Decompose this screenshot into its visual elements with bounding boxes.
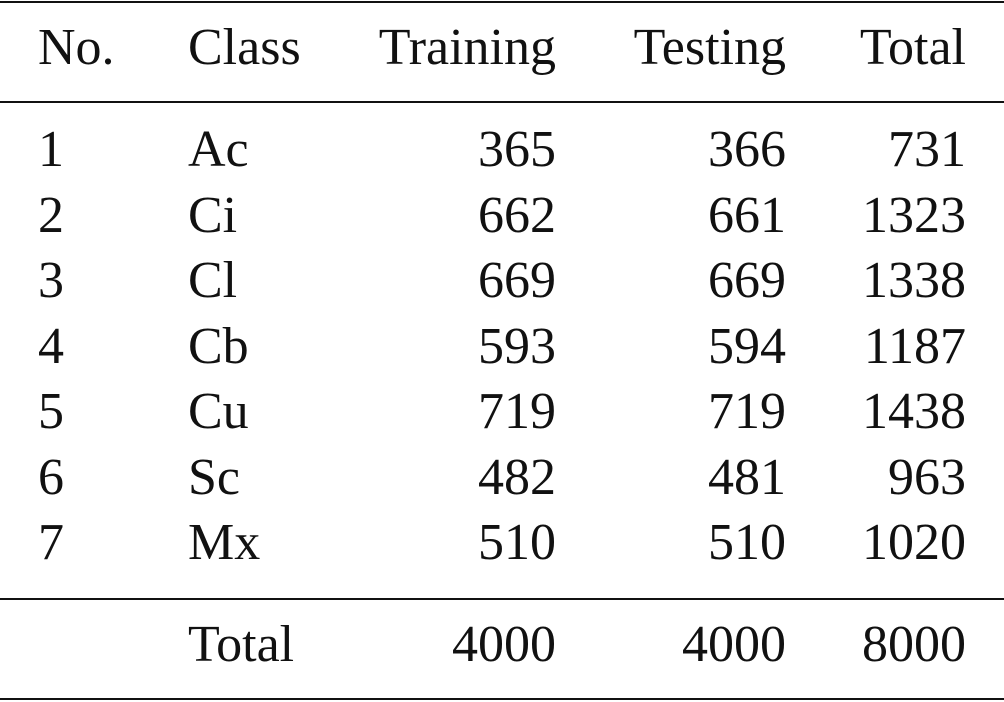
header-cell: Total [859, 19, 966, 76]
body-cell: Ci [188, 186, 238, 244]
footer-label: Total [188, 616, 295, 673]
body-cell: 963 [888, 448, 966, 506]
body-cell: 593 [478, 317, 556, 375]
header-cell: No. [38, 19, 115, 76]
body-cell: Mx [188, 514, 261, 571]
body-cell: 669 [708, 252, 786, 309]
body-cell: 594 [708, 317, 786, 375]
body-cell: 1187 [863, 317, 966, 375]
body-cell: Cb [188, 317, 249, 375]
header-cell: Training [378, 19, 556, 76]
body-cell: 365 [478, 121, 556, 178]
body-cell: 662 [478, 186, 556, 244]
body-cell: 481 [708, 448, 786, 506]
footer-cell: 8000 [862, 616, 966, 673]
body-cell: 661 [708, 186, 786, 244]
body-cell: 7 [38, 514, 64, 571]
body-cell: 5 [38, 383, 64, 440]
footer-rule [0, 598, 1004, 600]
body-cell: 1438 [862, 383, 966, 440]
body-cell: 482 [478, 448, 556, 506]
body-cell: 1338 [862, 252, 966, 309]
body-cell: Cu [188, 383, 249, 440]
body-cell: 366 [708, 121, 786, 178]
top-rule [0, 1, 1004, 3]
body-cell: 1 [38, 121, 64, 178]
body-cell: 719 [478, 383, 556, 440]
body-cell: 510 [478, 514, 556, 571]
body-cell: 719 [708, 383, 786, 440]
footer-cell: 4000 [452, 616, 556, 673]
body-cell: 1323 [862, 186, 966, 244]
body-cell: 669 [478, 252, 556, 309]
body-cell: Ac [188, 121, 249, 178]
header-rule [0, 101, 1004, 103]
body-cell: 731 [888, 121, 966, 178]
body-cell: 3 [38, 252, 64, 309]
body-cell: 2 [38, 186, 64, 244]
footer-cell: 4000 [682, 616, 786, 673]
body-cell: 4 [38, 317, 64, 375]
body-cell: 6 [38, 448, 64, 506]
body-cell: Cl [188, 252, 238, 309]
body-cell: 510 [708, 514, 786, 571]
body-cell: 1020 [862, 514, 966, 571]
header-cell: Testing [633, 19, 786, 76]
body-cell: Sc [188, 448, 240, 506]
header-cell: Class [188, 19, 301, 76]
bottom-rule [0, 698, 1004, 700]
